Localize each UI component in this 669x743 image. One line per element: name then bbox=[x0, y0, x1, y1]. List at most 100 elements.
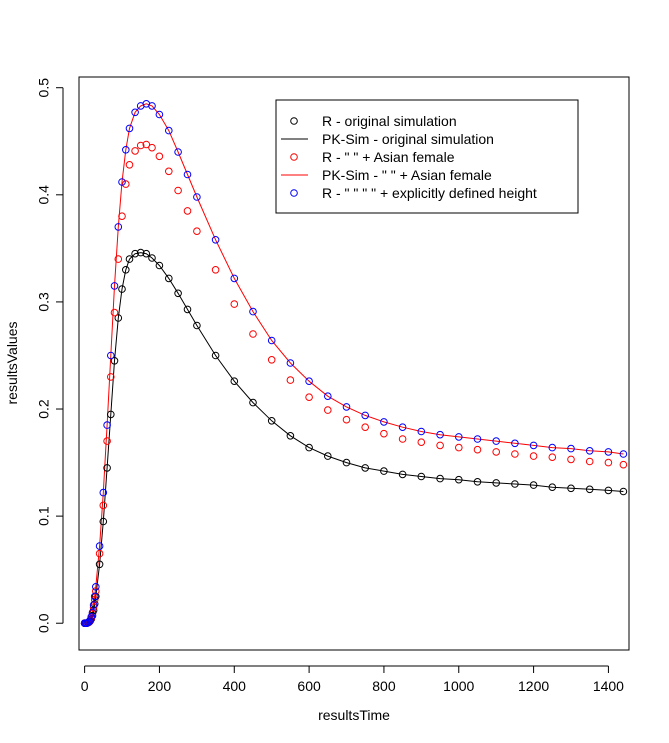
data-point bbox=[398, 423, 407, 432]
x-tick-label: 400 bbox=[223, 678, 247, 694]
data-point bbox=[148, 254, 156, 262]
legend-label: R - " " " " + explicitly defined height bbox=[322, 185, 537, 201]
data-point bbox=[107, 373, 115, 381]
data-point bbox=[619, 450, 628, 458]
legend-label: R - original simulation bbox=[322, 113, 457, 129]
data-point bbox=[95, 549, 104, 558]
legend-marker bbox=[290, 153, 298, 161]
x-tick-label: 1400 bbox=[593, 678, 624, 694]
legend-marker bbox=[290, 189, 298, 197]
data-point bbox=[92, 583, 100, 591]
data-point bbox=[183, 170, 192, 179]
data-point bbox=[455, 443, 463, 452]
x-tick-label: 800 bbox=[372, 678, 396, 694]
data-point bbox=[99, 517, 108, 526]
legend-label: PK-Sim - original simulation bbox=[322, 131, 494, 147]
data-point bbox=[230, 377, 239, 386]
data-point bbox=[361, 423, 370, 432]
data-point bbox=[417, 427, 426, 436]
data-point bbox=[455, 475, 463, 484]
data-point bbox=[230, 300, 239, 308]
data-point bbox=[492, 479, 501, 487]
data-point bbox=[380, 418, 388, 426]
data-point bbox=[87, 613, 96, 621]
data-point bbox=[122, 180, 130, 188]
y-tick-label: 0.4 bbox=[36, 185, 52, 205]
data-point bbox=[529, 441, 538, 450]
x-tick-label: 1200 bbox=[518, 678, 549, 694]
data-point bbox=[455, 433, 463, 441]
data-point bbox=[125, 255, 134, 263]
data-point bbox=[90, 592, 99, 601]
data-point bbox=[324, 406, 332, 414]
plot-border bbox=[78, 76, 630, 651]
data-point bbox=[249, 398, 257, 407]
legend-box bbox=[275, 99, 579, 214]
legend-label: R - " " + Asian female bbox=[322, 149, 455, 165]
data-point bbox=[286, 359, 295, 367]
data-point bbox=[125, 161, 134, 169]
x-tick-label: 0 bbox=[81, 678, 89, 694]
data-point bbox=[183, 207, 192, 215]
y-tick-label: 0.1 bbox=[36, 506, 52, 526]
data-point bbox=[604, 486, 613, 495]
x-tick-label: 1000 bbox=[443, 678, 474, 694]
data-point bbox=[267, 417, 276, 425]
data-point bbox=[249, 330, 257, 338]
data-point bbox=[305, 377, 313, 386]
data-point bbox=[267, 356, 276, 364]
data-point bbox=[107, 351, 115, 360]
data-point bbox=[585, 447, 594, 455]
data-point bbox=[110, 308, 119, 317]
data-point bbox=[103, 464, 111, 472]
data-point bbox=[88, 608, 97, 617]
data-point bbox=[148, 143, 156, 152]
data-point bbox=[95, 542, 104, 550]
data-point bbox=[90, 595, 99, 604]
data-point bbox=[142, 140, 151, 149]
data-point bbox=[142, 249, 151, 258]
data-point bbox=[92, 587, 100, 595]
data-point bbox=[324, 452, 332, 460]
data-point bbox=[305, 443, 313, 452]
data-point bbox=[342, 415, 351, 424]
data-point bbox=[148, 102, 156, 110]
data-point bbox=[211, 236, 220, 244]
data-point bbox=[417, 472, 426, 481]
data-point bbox=[529, 452, 538, 460]
data-point bbox=[286, 432, 295, 440]
data-point bbox=[492, 437, 501, 445]
data-point bbox=[619, 487, 628, 496]
data-point bbox=[99, 488, 108, 497]
data-point bbox=[193, 321, 201, 330]
data-point bbox=[95, 560, 104, 569]
data-point bbox=[114, 223, 123, 231]
y-tick-label: 0.0 bbox=[36, 613, 52, 633]
data-point bbox=[211, 351, 220, 360]
data-point bbox=[417, 438, 426, 447]
data-point bbox=[136, 141, 145, 150]
data-point bbox=[473, 445, 482, 454]
data-point bbox=[305, 393, 313, 402]
data-point bbox=[511, 480, 519, 488]
data-point bbox=[174, 289, 182, 298]
data-point bbox=[342, 403, 351, 411]
data-point bbox=[619, 460, 628, 469]
x-tick-label: 600 bbox=[297, 678, 321, 694]
data-point bbox=[99, 501, 108, 510]
data-point bbox=[361, 411, 370, 420]
data-point bbox=[155, 152, 164, 161]
data-point bbox=[193, 193, 201, 201]
data-point bbox=[89, 601, 98, 609]
data-point bbox=[436, 474, 444, 483]
data-point bbox=[380, 429, 388, 438]
data-point bbox=[342, 458, 351, 467]
data-point bbox=[473, 435, 482, 443]
data-point bbox=[604, 448, 613, 456]
data-point bbox=[567, 455, 575, 464]
data-point bbox=[103, 421, 111, 429]
data-point bbox=[511, 439, 519, 448]
legend-marker bbox=[290, 117, 298, 125]
data-point bbox=[585, 457, 594, 466]
